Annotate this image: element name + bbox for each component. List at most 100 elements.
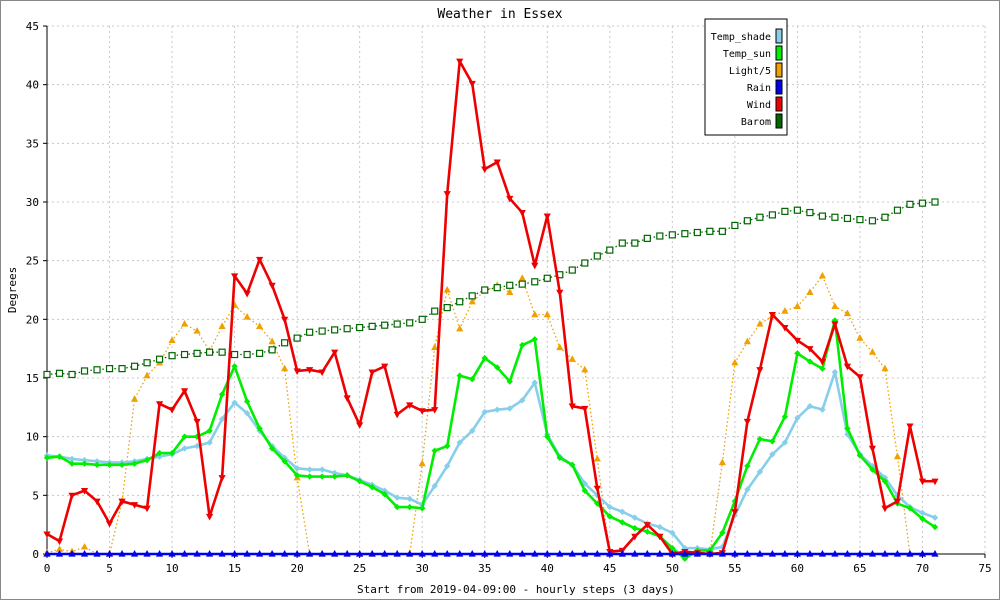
point-barom xyxy=(256,349,264,357)
point-barom xyxy=(768,211,776,219)
point-wind xyxy=(843,363,852,371)
point-wind xyxy=(443,191,451,198)
point-temp-sun xyxy=(806,358,814,365)
point-rain xyxy=(143,550,151,557)
chart-title: Weather in Essex xyxy=(437,7,562,22)
point-wind xyxy=(205,513,214,521)
point-rain xyxy=(193,550,201,557)
point-wind xyxy=(393,411,401,419)
point-wind xyxy=(781,324,789,332)
point-barom xyxy=(381,321,389,329)
point-temp-shade xyxy=(218,415,226,423)
point-temp-sun xyxy=(81,460,88,467)
point-rain xyxy=(393,550,401,557)
point-barom xyxy=(543,274,551,282)
point-wind xyxy=(293,368,301,375)
point-temp-sun xyxy=(494,364,501,371)
point-barom xyxy=(506,281,514,289)
point-temp-sun xyxy=(106,461,113,469)
point-rain xyxy=(55,550,64,557)
point-temp-sun xyxy=(544,433,551,440)
point-temp-sun xyxy=(519,341,526,349)
point-temp-shade xyxy=(656,523,664,531)
point-temp-sun xyxy=(431,447,438,454)
point-barom xyxy=(868,217,877,225)
point-temp-shade xyxy=(531,379,538,386)
point-light-5 xyxy=(518,274,526,281)
point-rain xyxy=(343,550,351,557)
point-temp-sun xyxy=(143,456,151,464)
point-rain xyxy=(818,550,827,557)
point-light-5 xyxy=(55,545,64,552)
point-wind xyxy=(418,408,426,415)
point-wind xyxy=(468,80,476,88)
point-temp-sun xyxy=(619,519,626,526)
point-wind xyxy=(868,445,877,453)
point-light-5 xyxy=(856,334,864,341)
point-light-5 xyxy=(468,297,476,305)
y-tick-label: 35 xyxy=(26,137,39,150)
point-rain xyxy=(768,550,776,557)
point-rain xyxy=(468,550,476,557)
point-barom xyxy=(831,213,839,221)
point-barom xyxy=(168,352,176,360)
series-light-5 xyxy=(43,271,939,557)
y-tick-label: 40 xyxy=(26,79,39,92)
point-rain xyxy=(356,550,364,557)
point-temp-shade xyxy=(794,414,801,422)
point-barom xyxy=(581,259,589,267)
point-temp-sun xyxy=(181,433,188,440)
point-temp-sun xyxy=(506,378,513,385)
point-rain xyxy=(518,550,526,557)
point-rain xyxy=(506,550,514,557)
point-rain xyxy=(756,550,764,557)
point-wind xyxy=(130,502,139,509)
point-wind xyxy=(431,407,439,414)
legend-label: Temp_sun xyxy=(723,49,771,60)
point-temp-sun xyxy=(243,398,251,405)
point-temp-sun xyxy=(118,461,126,469)
point-temp-sun xyxy=(56,453,63,460)
point-rain xyxy=(693,550,701,557)
point-wind xyxy=(743,418,751,426)
point-rain xyxy=(456,550,464,557)
point-barom xyxy=(743,217,751,225)
point-temp-sun xyxy=(93,461,101,469)
point-rain xyxy=(606,550,614,557)
point-barom xyxy=(656,232,664,240)
point-barom xyxy=(180,350,189,359)
point-temp-sun xyxy=(381,490,388,498)
x-tick-label: 35 xyxy=(478,562,491,575)
point-rain xyxy=(631,550,639,557)
point-temp-sun xyxy=(331,473,338,480)
point-wind xyxy=(506,195,514,203)
point-barom xyxy=(518,280,526,288)
point-temp-sun xyxy=(156,449,163,457)
x-tick-label: 20 xyxy=(291,562,304,575)
point-barom xyxy=(631,239,639,247)
point-light-5 xyxy=(180,320,189,327)
point-temp-shade xyxy=(806,402,814,410)
point-temp-shade xyxy=(781,439,789,446)
point-light-5 xyxy=(431,343,439,351)
point-wind xyxy=(456,58,464,66)
point-light-5 xyxy=(593,454,601,462)
point-light-5 xyxy=(843,309,852,317)
point-wind xyxy=(481,166,489,174)
point-temp-sun xyxy=(769,438,776,445)
point-wind xyxy=(918,478,927,486)
point-barom xyxy=(818,212,827,220)
point-wind xyxy=(406,402,414,409)
point-light-5 xyxy=(868,348,877,355)
point-temp-shade xyxy=(456,439,463,446)
legend-swatch xyxy=(775,45,783,61)
legend-label: Wind xyxy=(747,100,771,111)
point-barom xyxy=(268,346,276,354)
point-light-5 xyxy=(143,371,151,379)
point-light-5 xyxy=(781,307,789,314)
x-tick-label: 15 xyxy=(228,562,241,575)
point-wind xyxy=(256,256,264,264)
point-temp-sun xyxy=(881,478,889,485)
point-temp-sun xyxy=(231,363,238,370)
point-barom xyxy=(918,199,927,207)
